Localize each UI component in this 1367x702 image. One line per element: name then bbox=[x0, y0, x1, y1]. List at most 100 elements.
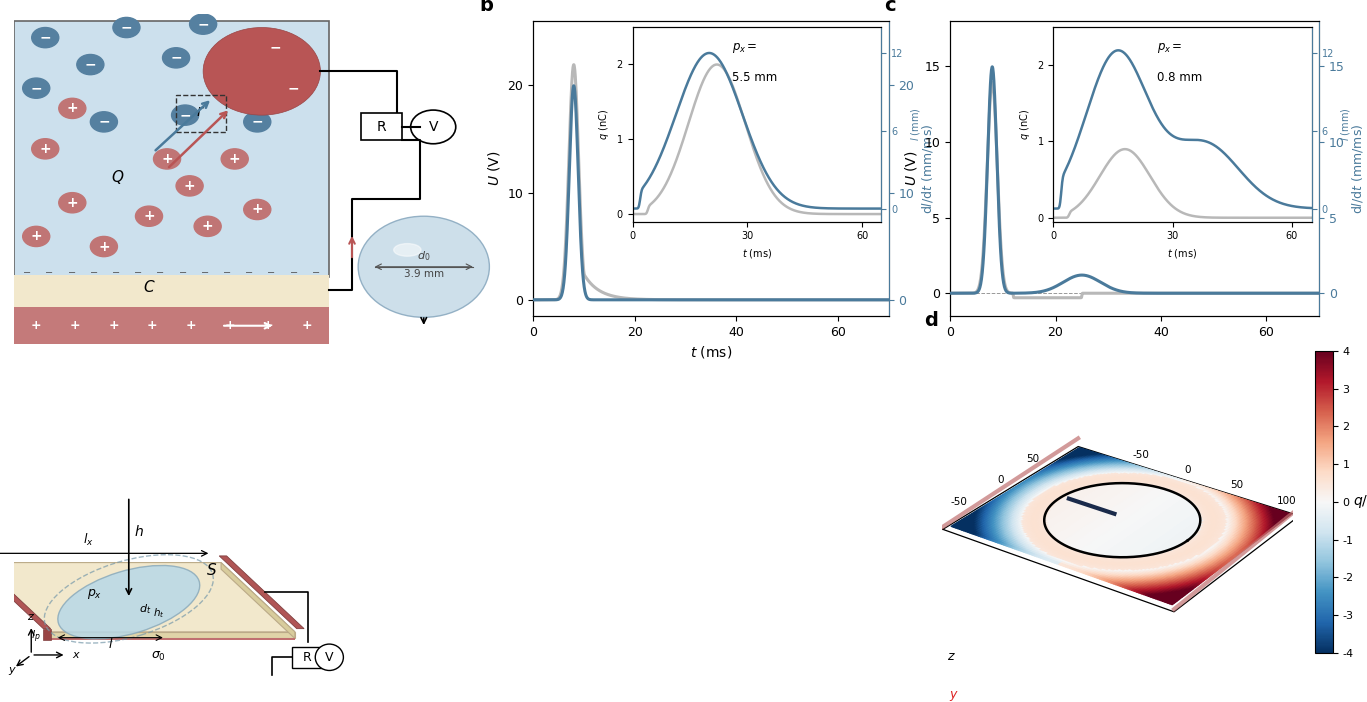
Text: +: + bbox=[202, 219, 213, 233]
Bar bbox=[14, 307, 329, 344]
Text: +: + bbox=[262, 319, 273, 332]
Text: R: R bbox=[302, 651, 312, 664]
Circle shape bbox=[172, 105, 198, 125]
Text: +: + bbox=[146, 319, 157, 332]
Text: d: d bbox=[924, 312, 938, 331]
Circle shape bbox=[153, 149, 180, 169]
Circle shape bbox=[358, 216, 489, 317]
Circle shape bbox=[77, 55, 104, 74]
X-axis label: $t$ (ms): $t$ (ms) bbox=[690, 344, 731, 360]
Text: −: − bbox=[245, 268, 253, 279]
Circle shape bbox=[23, 226, 49, 246]
Circle shape bbox=[90, 112, 118, 132]
Text: +: + bbox=[228, 152, 241, 166]
Polygon shape bbox=[0, 556, 51, 629]
Y-axis label: $l$ (mm): $l$ (mm) bbox=[1340, 107, 1352, 141]
Text: −: − bbox=[201, 268, 209, 279]
Text: −: − bbox=[30, 81, 42, 95]
Circle shape bbox=[243, 112, 271, 132]
Text: $S$: $S$ bbox=[206, 562, 217, 578]
Text: −: − bbox=[312, 268, 320, 279]
Text: +: + bbox=[67, 196, 78, 210]
Text: $l_x$: $l_x$ bbox=[83, 531, 93, 548]
Text: $d_0$: $d_0$ bbox=[417, 249, 431, 263]
Text: −: − bbox=[171, 51, 182, 65]
Text: −: − bbox=[290, 268, 298, 279]
Text: $x$: $x$ bbox=[973, 699, 983, 702]
Ellipse shape bbox=[57, 566, 200, 639]
Circle shape bbox=[163, 48, 190, 68]
Circle shape bbox=[59, 98, 86, 119]
Polygon shape bbox=[221, 562, 295, 639]
Circle shape bbox=[135, 206, 163, 226]
Circle shape bbox=[31, 27, 59, 48]
Polygon shape bbox=[44, 629, 51, 640]
Circle shape bbox=[194, 216, 221, 237]
Text: +: + bbox=[70, 319, 81, 332]
Circle shape bbox=[410, 110, 455, 144]
Circle shape bbox=[176, 176, 204, 196]
Text: −: − bbox=[40, 31, 51, 45]
Text: $z$: $z$ bbox=[947, 650, 956, 663]
Text: $y$: $y$ bbox=[8, 665, 18, 677]
Text: +: + bbox=[108, 319, 119, 332]
Text: $h$: $h$ bbox=[134, 524, 144, 539]
Text: V: V bbox=[325, 651, 334, 664]
Circle shape bbox=[262, 38, 288, 58]
Text: −: − bbox=[98, 115, 109, 129]
Polygon shape bbox=[49, 639, 295, 640]
Text: $d_t$: $d_t$ bbox=[139, 602, 152, 616]
Polygon shape bbox=[0, 562, 295, 632]
Text: $y$: $y$ bbox=[949, 689, 958, 702]
Text: V: V bbox=[428, 120, 437, 134]
Circle shape bbox=[280, 78, 308, 98]
Bar bbox=[176, 95, 226, 132]
Circle shape bbox=[59, 192, 86, 213]
Text: −: − bbox=[85, 58, 96, 72]
Circle shape bbox=[23, 78, 49, 98]
X-axis label: $t$ (ms): $t$ (ms) bbox=[1114, 344, 1155, 360]
Circle shape bbox=[243, 199, 271, 220]
Y-axis label: $\mathrm{d}l/\mathrm{d}t$ (mm/ms): $\mathrm{d}l/\mathrm{d}t$ (mm/ms) bbox=[920, 124, 935, 213]
Text: +: + bbox=[161, 152, 172, 166]
Text: −: − bbox=[269, 41, 282, 55]
Text: $h_t$: $h_t$ bbox=[153, 607, 165, 620]
Text: −: − bbox=[23, 268, 31, 279]
Text: +: + bbox=[186, 319, 197, 332]
Bar bbox=[361, 114, 402, 140]
Polygon shape bbox=[49, 632, 295, 639]
Text: −: − bbox=[179, 268, 187, 279]
Text: −: − bbox=[287, 81, 299, 95]
Circle shape bbox=[204, 27, 320, 115]
Text: $z$: $z$ bbox=[27, 612, 36, 622]
Text: +: + bbox=[67, 101, 78, 115]
Text: $\sigma_0$: $\sigma_0$ bbox=[150, 650, 165, 663]
Y-axis label: $l$ (mm): $l$ (mm) bbox=[909, 107, 923, 141]
Y-axis label: $\mathrm{d}l/\mathrm{d}t$ (mm/ms): $\mathrm{d}l/\mathrm{d}t$ (mm/ms) bbox=[1351, 124, 1366, 213]
Text: b: b bbox=[480, 0, 493, 15]
Y-axis label: $q/q_0$: $q/q_0$ bbox=[1353, 494, 1367, 510]
Text: $l_p$: $l_p$ bbox=[30, 629, 40, 645]
Text: 3.9 mm: 3.9 mm bbox=[403, 270, 444, 279]
Text: $p_x$: $p_x$ bbox=[86, 588, 101, 602]
Text: −: − bbox=[179, 108, 191, 122]
Text: +: + bbox=[183, 179, 195, 193]
Y-axis label: $U$ (V): $U$ (V) bbox=[487, 151, 502, 186]
Text: +: + bbox=[224, 319, 235, 332]
Text: $C$: $C$ bbox=[142, 279, 156, 295]
Ellipse shape bbox=[394, 244, 421, 256]
Polygon shape bbox=[219, 556, 303, 629]
Text: −: − bbox=[197, 17, 209, 31]
Text: +: + bbox=[144, 209, 154, 223]
Text: $r$: $r$ bbox=[197, 105, 205, 119]
Circle shape bbox=[190, 14, 216, 34]
Text: −: − bbox=[67, 268, 75, 279]
Y-axis label: $U$ (V): $U$ (V) bbox=[904, 151, 919, 186]
Text: −: − bbox=[45, 268, 53, 279]
Text: +: + bbox=[31, 319, 41, 332]
Text: $l$: $l$ bbox=[108, 637, 113, 651]
Circle shape bbox=[90, 237, 118, 257]
Text: +: + bbox=[252, 202, 262, 216]
Circle shape bbox=[316, 644, 343, 670]
Text: +: + bbox=[98, 239, 109, 253]
